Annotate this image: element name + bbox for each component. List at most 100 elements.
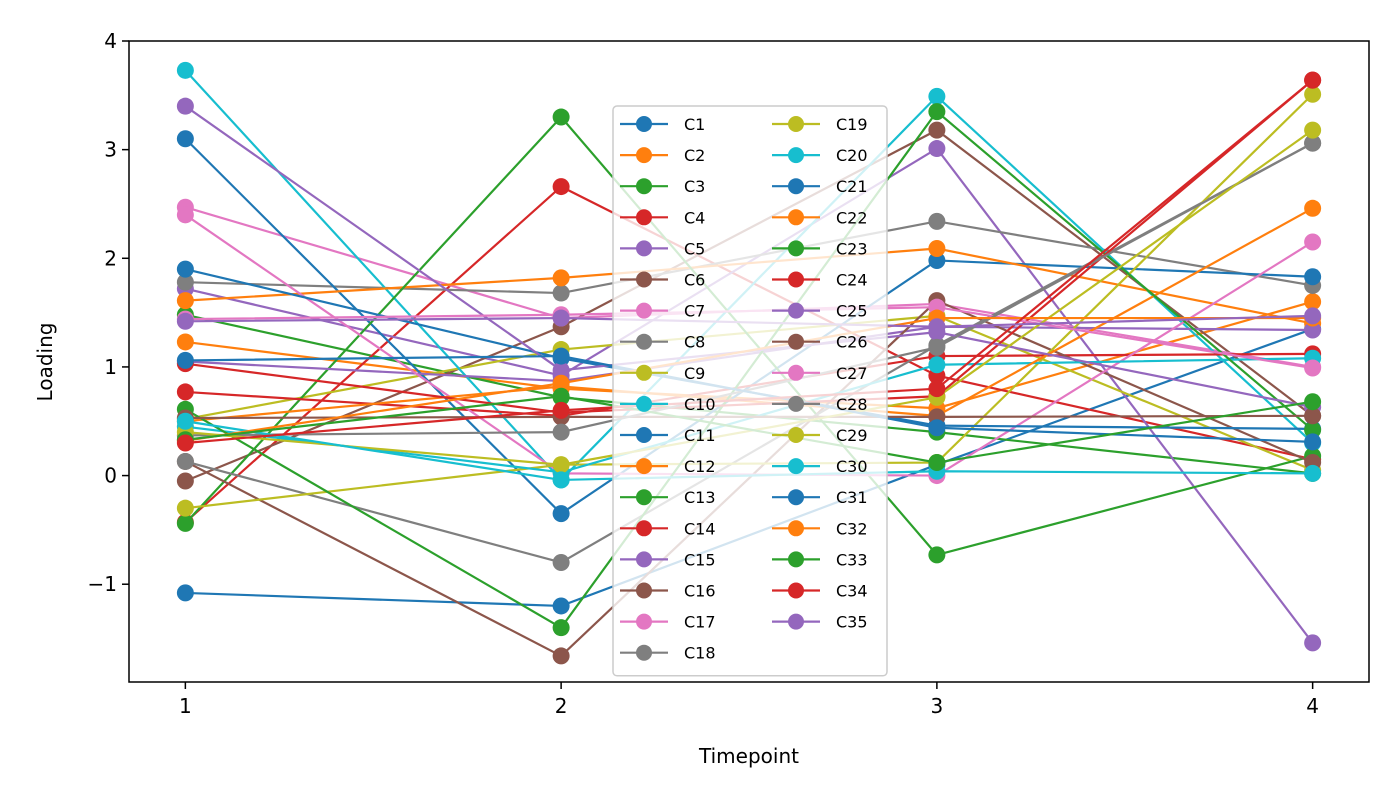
legend-label: C35 [836,613,868,632]
legend-item-C15: C15 [620,550,716,569]
legend-item-C24: C24 [772,271,868,290]
legend-item-C14: C14 [620,519,716,538]
legend-label: C1 [684,115,705,134]
legend-swatch-marker [636,364,652,381]
legend-item-C18: C18 [620,644,716,663]
legend-swatch-marker [788,240,804,257]
data-point-C6-t3 [928,121,946,139]
legend-label: C20 [836,146,868,165]
legend-label: C33 [836,550,868,569]
legend-item-C10: C10 [620,395,716,414]
legend-label: C15 [684,550,716,569]
legend-swatch-marker [788,302,804,319]
data-point-C35-t4 [1304,307,1322,325]
legend-swatch-marker [788,116,804,132]
data-point-C34-t2 [552,401,570,419]
legend-item-C13: C13 [620,488,716,507]
data-point-C33-t2 [552,387,570,405]
legend-label: C9 [684,364,705,383]
legend-item-C2: C2 [620,146,705,165]
legend-label: C17 [684,613,716,632]
data-point-C31-t1 [176,351,194,369]
data-point-C29-t2 [552,456,570,474]
data-point-C35-t2 [552,309,570,327]
legend-label: C10 [684,395,716,414]
data-point-C22-t4 [1304,199,1322,217]
legend-item-C27: C27 [772,364,868,383]
legend-swatch-marker [636,551,652,568]
legend-item-C29: C29 [772,426,868,445]
data-point-C10-t1 [176,61,194,79]
legend-label: C21 [836,177,868,196]
legend-item-C21: C21 [772,177,868,196]
data-point-C28-t3 [928,338,946,356]
legend-swatch-marker [788,178,804,195]
x-tick-label: 2 [555,694,568,718]
legend-label: C12 [684,457,716,476]
data-point-C12-t2 [552,269,570,287]
legend-swatch-marker [788,427,804,443]
legend-swatch-marker [636,302,652,319]
legend-swatch-marker [788,489,804,506]
data-point-C20-t3 [928,356,946,374]
y-tick-label: −1 [88,572,117,596]
legend-swatch-marker [636,333,652,350]
legend-swatch-marker [788,271,804,288]
legend-item-C11: C11 [620,426,716,445]
legend-swatch-marker [636,271,652,288]
data-point-C11-t3 [928,251,946,269]
data-point-C8-t2 [552,284,570,302]
data-point-C4-t2 [552,178,570,196]
data-point-C27-t4 [1304,359,1322,377]
legend-label: C11 [684,426,716,445]
data-point-C31-t2 [552,347,570,365]
legend-swatch-marker [636,147,652,164]
legend-item-C33: C33 [772,550,868,569]
legend-label: C3 [684,177,705,196]
data-point-C33-t3 [928,454,946,472]
legend-label: C29 [836,426,868,445]
legend-label: C25 [836,302,868,321]
data-point-C19-t4 [1304,85,1322,103]
legend-swatch-marker [636,240,652,257]
legend-swatch-marker [636,613,652,630]
legend-label: C16 [684,582,716,601]
legend: C1 C2 C3 C4 C5 C6 C7 C8 C9 C10 C11 C12 C13 C14 C15 C16 C… [612,105,888,677]
data-point-C30-t2 [552,471,570,489]
data-point-C17-t4 [1304,233,1322,251]
legend-item-C32: C32 [772,519,868,538]
legend-item-C17: C17 [620,613,716,632]
legend-swatch-marker [788,364,804,381]
x-tick-label: 4 [1306,694,1319,718]
data-point-C30-t1 [176,412,194,430]
legend-item-C19: C19 [772,115,868,134]
data-point-C11-t1 [176,130,194,148]
data-point-C32-t2 [552,374,570,392]
legend-label: C5 [684,239,705,258]
legend-item-C5: C5 [620,239,705,258]
data-point-C2-t1 [176,333,194,351]
data-point-C28-t2 [552,423,570,441]
legend-swatch-marker [788,333,804,350]
legend-item-C35: C35 [772,613,868,632]
legend-item-C4: C4 [620,208,705,227]
data-point-C8-t1 [176,273,194,291]
data-point-C23-t4 [1304,421,1322,439]
data-point-C35-t3 [928,318,946,336]
data-point-C2-t4 [1304,293,1322,311]
legend-swatch-marker [788,613,804,630]
legend-item-C20: C20 [772,146,868,165]
data-point-C34-t1 [176,434,194,452]
data-point-C8-t3 [928,212,946,230]
data-point-C16-t2 [552,647,570,665]
data-point-C25-t2 [552,361,570,379]
legend-swatch-marker [636,209,652,226]
data-point-C19-t1 [176,499,194,517]
data-point-C28-t4 [1304,134,1322,152]
data-point-C18-t1 [176,452,194,470]
legend-item-C6: C6 [620,271,705,290]
legend-item-C1: C1 [620,115,705,134]
legend-item-C9: C9 [620,364,705,383]
legend-swatch-marker [788,520,804,537]
legend-label: C4 [684,208,705,227]
